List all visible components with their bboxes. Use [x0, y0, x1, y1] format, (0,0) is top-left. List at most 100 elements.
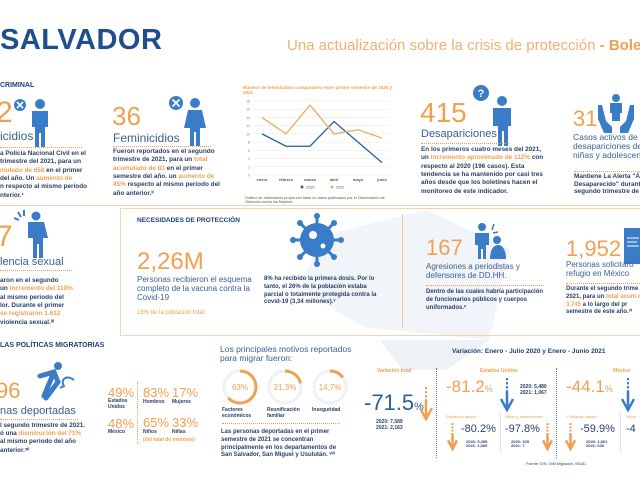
mexico-ninos-value: -4: [626, 423, 636, 435]
total-label: Variación total: [377, 368, 412, 374]
divider: [556, 368, 557, 458]
arrow-shape: [446, 433, 459, 451]
violencia-text: aron en el segundo un incremento del 110…: [0, 277, 73, 326]
y-tick-label: 4: [248, 157, 250, 161]
section-necesidades: NECESIDADES DE PROTECCIÓN: [137, 217, 240, 224]
arrow-dash: [569, 429, 572, 432]
arrow-down-icon: [541, 423, 554, 451]
person-alert-icon: [13, 210, 48, 258]
arrow-dash: [451, 426, 454, 429]
motivos-title: Los principales motivos reportados para …: [220, 344, 352, 364]
necesidades-panel: [120, 208, 640, 336]
divider: [620, 412, 621, 452]
eeuu-ninos-value: -97.8%: [505, 423, 540, 435]
genero-label: Niñas: [172, 429, 186, 435]
vacuna-note: 18% de la población total.: [137, 310, 206, 316]
mexico-adulta-years: 2020: 1,561 2021: 626: [586, 439, 608, 449]
eeuu-value: -81.2%: [446, 377, 493, 396]
genero-pct: 17%: [172, 385, 199, 400]
person-cross-icon: [14, 99, 48, 147]
x-tick-label: junio: [376, 177, 387, 182]
virus-icon: [290, 213, 344, 267]
arrow-down-icon: [620, 378, 636, 412]
divider: [566, 283, 640, 284]
svg-text:?: ?: [478, 88, 485, 100]
person-question-icon: ?: [473, 85, 511, 146]
series-line-2020: [261, 120, 383, 164]
donut-arc: [222, 369, 258, 405]
genero-pct: 33%: [172, 415, 199, 430]
pais-label: Estados Unidos: [108, 398, 128, 410]
feminicidios-value: 36: [112, 101, 141, 131]
feminicidios-line-chart: 0 2 4 6 8 10 12 14 16 18 enero febrero marzo abril may…: [246, 100, 390, 190]
divider: [0, 419, 78, 420]
y-tick-label: 6: [248, 149, 250, 153]
arrow-dash: [425, 391, 427, 394]
total-value: -71.5%: [364, 390, 424, 415]
pais-label: México: [108, 429, 125, 435]
divider: [574, 171, 640, 172]
mexico-ninos-label: Niños: [626, 414, 637, 419]
vacuna-value: 2,26M: [137, 248, 204, 275]
arrow-dash: [546, 426, 549, 429]
violencia-label: lencia sexual: [0, 256, 64, 268]
arrow-down-icon: [564, 423, 577, 451]
pais-pct: 48%: [108, 416, 135, 431]
desapariciones-value: 415: [420, 97, 467, 128]
divider: [137, 382, 138, 444]
divider: [113, 146, 211, 147]
subtitle-text: Una actualización sobre la crisis de pro…: [287, 37, 596, 54]
motivo-donut: 14,7%: [312, 369, 348, 405]
agresiones-value: 167: [426, 235, 463, 260]
arrow-dash: [569, 426, 572, 429]
motivo-label: Inseguridad: [312, 407, 341, 413]
woman-cross-icon: [169, 96, 206, 146]
arrow-shape: [564, 433, 577, 451]
arrow-dash: [546, 429, 549, 432]
page-subtitle: Una actualización sobre la crisis de pro…: [287, 37, 640, 54]
chart-note: Gráfico de elaboración propia con base e…: [245, 196, 385, 205]
donut-value: 21,3%: [274, 383, 297, 392]
arrow-shape: [541, 433, 554, 451]
arrow-down-icon: [446, 423, 459, 451]
deported-person-icon: [37, 362, 75, 401]
feminicidios-text: Fueron reportados en el segundo trimestr…: [113, 148, 220, 197]
desapariciones-text: En los primeros cuatro meses del 2021, u…: [421, 146, 544, 195]
arrow-dash: [451, 423, 454, 425]
subtitle-bold: - Boletín: [599, 37, 640, 54]
source-note: Fuente: DIN, OIM Migración, BSAD.: [526, 462, 587, 466]
arrow-dash: [425, 395, 427, 398]
divider: [0, 205, 640, 206]
arrow-shape: [418, 399, 434, 421]
deportadas-label: nas deportadas: [0, 405, 76, 417]
refugio-label: Personas solicitaro refugio en México: [566, 260, 634, 278]
menores-note: (del total de menores): [143, 437, 195, 443]
document-icon: [624, 228, 640, 264]
y-tick-label: 2: [248, 165, 250, 169]
hands-child-icon: [598, 94, 634, 133]
eeuu-ninos-years: 2020: 325 2021: 7: [511, 439, 530, 449]
arrow-shape: [499, 390, 515, 412]
divider: [222, 423, 340, 424]
arrow-dash: [546, 423, 549, 425]
chart-title: Número de feminicidios comparativo entre…: [243, 85, 393, 96]
divider: [426, 285, 544, 286]
pais-pct: 49%: [108, 385, 135, 400]
arrow-down-icon: [418, 387, 434, 421]
dosis-text: 8% ha recibido la primera dosis. Por lo …: [264, 276, 377, 306]
motivo-donut: 21,3%: [267, 369, 303, 405]
y-tick-label: 16: [246, 108, 250, 112]
legend-marker: [300, 185, 304, 189]
arrow-down-icon: [499, 378, 515, 412]
mexico-adulta-value: -59.9%: [580, 423, 615, 435]
casos-label: Casos activos de desapariciones de niñas…: [573, 132, 640, 160]
violencia-value: 7: [0, 220, 13, 253]
desapariciones-label: Desapariciones: [421, 128, 497, 140]
arrow-shape: [620, 390, 636, 412]
aggression-icon: [475, 223, 506, 259]
divider: [421, 143, 509, 144]
refugio-text: Durante el segundo trime 2021, para un t…: [566, 286, 640, 316]
divider: [500, 412, 501, 452]
divider: [0, 270, 72, 271]
eeuu-label: Estados Unidos: [480, 368, 518, 374]
